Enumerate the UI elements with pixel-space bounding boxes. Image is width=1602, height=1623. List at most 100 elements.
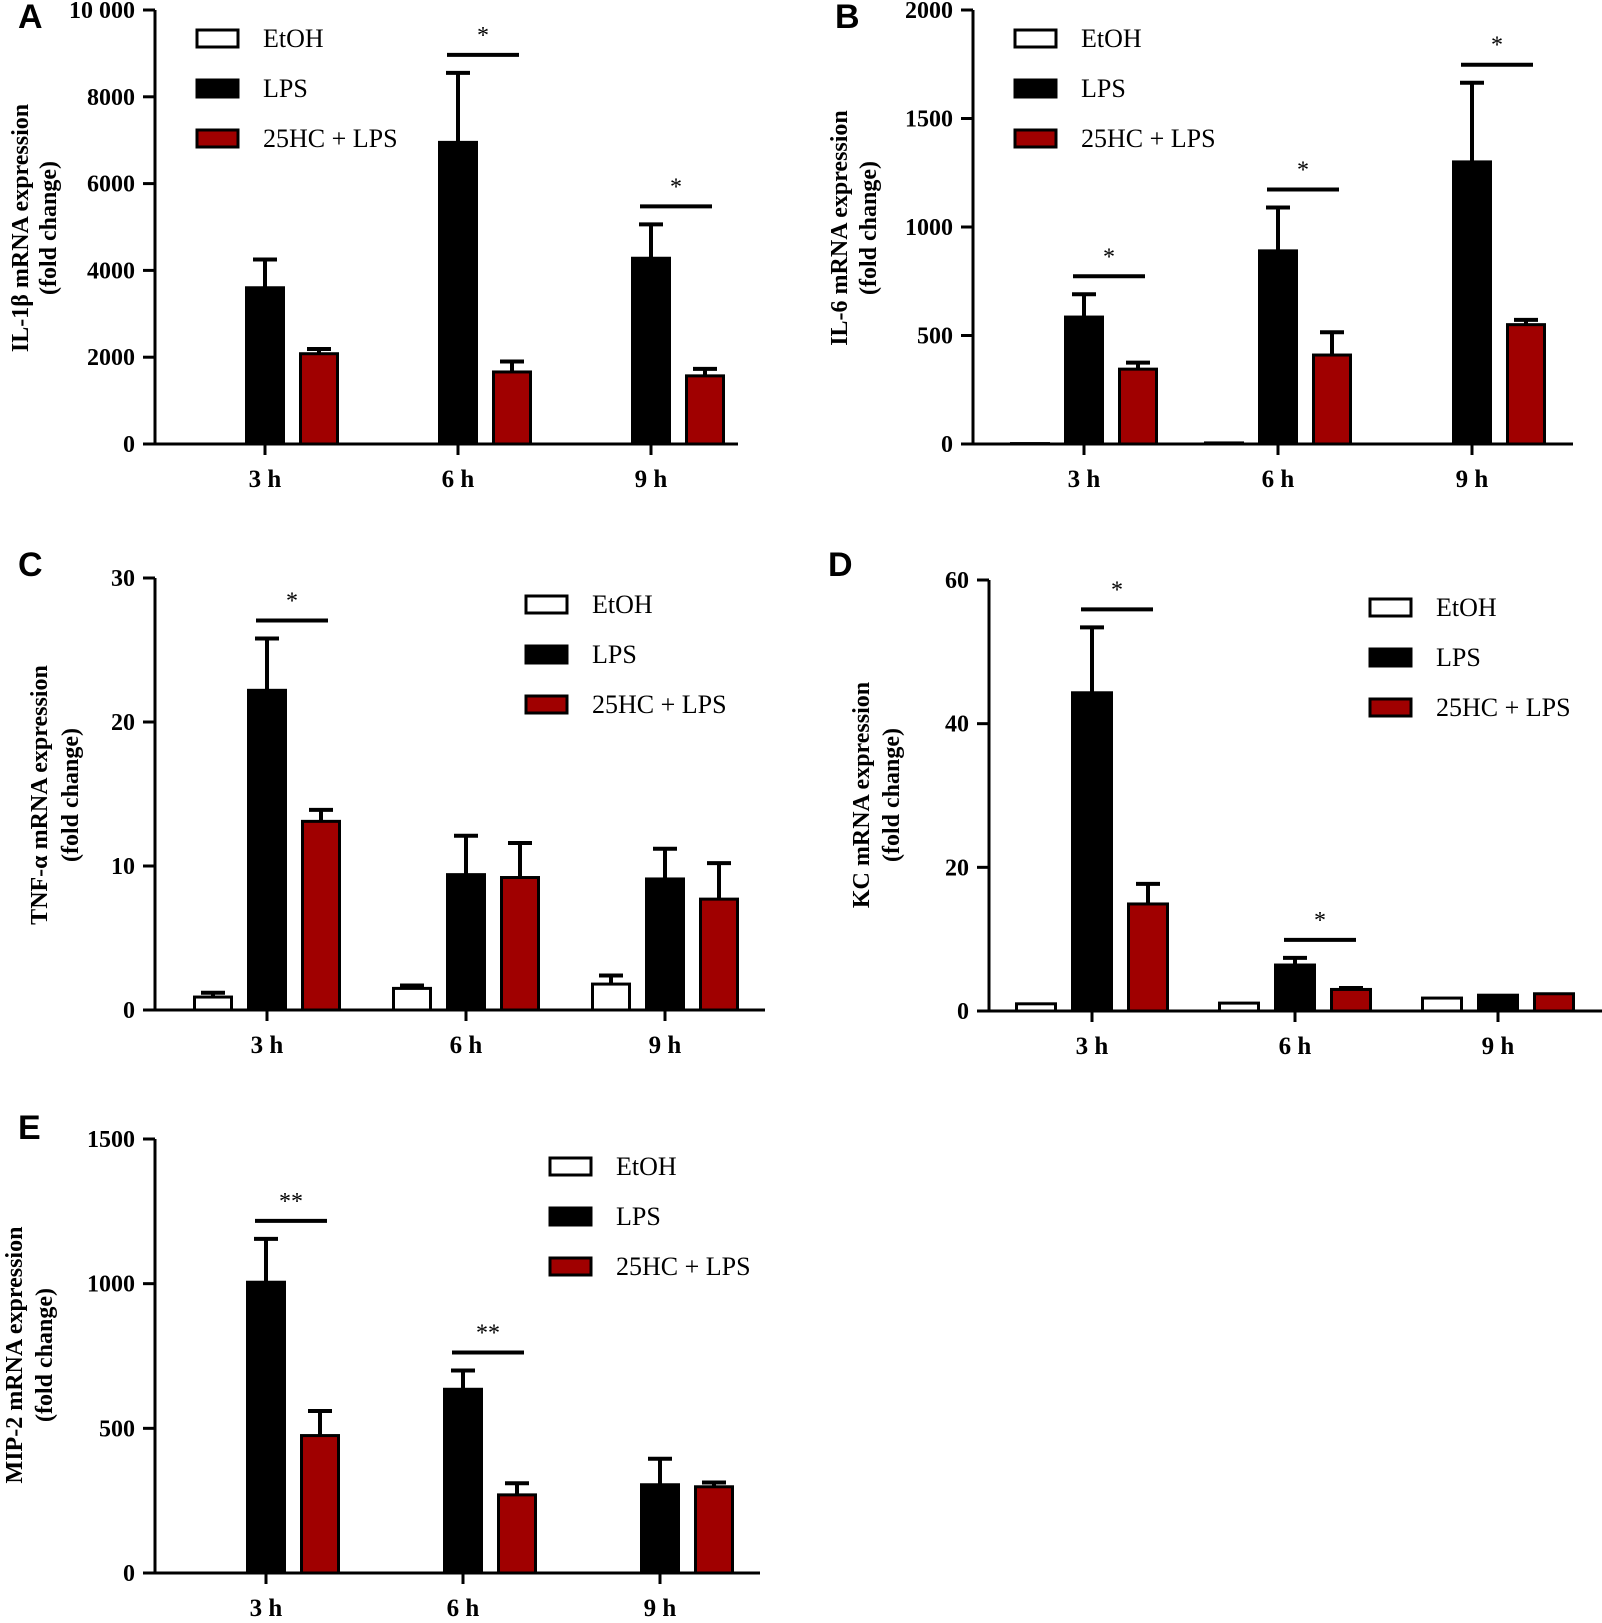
bar-25hc-lps-6-h	[492, 370, 532, 446]
x-tick-label: 6 h	[1262, 466, 1295, 493]
bar-etoh-6-h	[392, 986, 432, 1012]
legend-label-lps: LPS	[1081, 74, 1126, 103]
significance-label: *	[477, 23, 489, 49]
panel-letter: C	[18, 546, 43, 584]
legend-label-etoh: EtOH	[1436, 593, 1497, 622]
bar-lps-6-h	[446, 873, 486, 1012]
bar-25hc-lps-9-h	[1506, 323, 1546, 446]
bar-25hc-lps-9-h	[685, 374, 725, 446]
bar-25hc-lps-9-h	[694, 1485, 734, 1575]
x-tick-label: 9 h	[649, 1032, 682, 1059]
bar-lps-9-h	[1452, 160, 1492, 446]
y-tick-label: 0	[941, 432, 953, 458]
panel-a: A 0 2000 4000 6000 8000 10 000 3 h 6 h 9 h * * IL-1β…	[8, 0, 738, 493]
y-tick-label: 500	[99, 1416, 135, 1442]
bar-25hc-lps-6-h	[1312, 353, 1352, 446]
significance-label: *	[1103, 244, 1115, 270]
x-tick-label: 3 h	[1068, 466, 1101, 493]
bar-lps-9-h	[1477, 993, 1519, 1013]
legend-swatch-25hc-lps	[524, 694, 569, 715]
y-tick-label: 20	[945, 855, 969, 881]
x-tick-label: 3 h	[250, 1595, 283, 1622]
bar-lps-6-h	[1274, 963, 1316, 1013]
bar-25hc-lps-9-h	[699, 897, 739, 1012]
panel-letter: D	[828, 546, 853, 584]
significance-label: *	[1297, 157, 1309, 183]
legend-label-25hc-lps: 25HC + LPS	[1436, 693, 1571, 722]
y-tick-label: 1500	[87, 1127, 135, 1153]
bar-25hc-lps-3-h	[301, 819, 341, 1012]
legend-swatch-25hc-lps	[1013, 128, 1058, 149]
y-tick-label: 1000	[905, 215, 953, 241]
bar-25hc-lps-3-h	[300, 1434, 340, 1575]
bar-etoh-3-h	[193, 995, 233, 1012]
bar-25hc-lps-6-h	[500, 876, 540, 1012]
legend-swatch-etoh	[1368, 597, 1413, 618]
bar-25hc-lps-9-h	[1533, 992, 1575, 1013]
y-axis-title: (fold change)	[32, 1288, 58, 1422]
panel-c: C 0 10 20 30 3 h 6 h 9 h * TNF-α mRNA expression(…	[18, 546, 765, 1059]
x-tick-label: 6 h	[447, 1595, 480, 1622]
legend-label-etoh: EtOH	[1081, 24, 1142, 53]
y-tick-label: 0	[957, 999, 969, 1025]
panel-letter: B	[835, 0, 860, 36]
x-tick-label: 6 h	[1279, 1033, 1312, 1060]
legend-label-lps: LPS	[1436, 643, 1481, 672]
bar-25hc-lps-3-h	[299, 352, 339, 446]
y-axis-title: MIP-2 mRNA expression	[2, 1227, 28, 1484]
legend-label-etoh: EtOH	[263, 24, 324, 53]
legend-label-25hc-lps: 25HC + LPS	[1081, 124, 1216, 153]
legend-swatch-25hc-lps	[548, 1256, 593, 1277]
y-tick-label: 6000	[87, 172, 135, 198]
significance-label: *	[1491, 33, 1503, 59]
legend-label-etoh: EtOH	[616, 1152, 677, 1181]
x-tick-label: 3 h	[1076, 1033, 1109, 1060]
y-tick-label: 1000	[87, 1272, 135, 1298]
panel-d: D 0 20 40 60 3 h 6 h 9 h * * KC mRNA expression (fo…	[828, 546, 1602, 1060]
y-tick-label: 8000	[87, 85, 135, 111]
legend-label-25hc-lps: 25HC + LPS	[592, 690, 727, 719]
y-tick-label: 10 000	[69, 0, 135, 24]
x-tick-label: 6 h	[442, 466, 475, 493]
legend-swatch-etoh	[524, 594, 569, 615]
y-tick-label: 500	[917, 324, 953, 350]
legend-label-25hc-lps: 25HC + LPS	[616, 1252, 751, 1281]
bar-25hc-lps-6-h	[497, 1493, 537, 1575]
y-tick-label: 4000	[87, 258, 135, 284]
y-axis-title: (fold change)	[856, 161, 882, 295]
bar-lps-6-h	[438, 140, 478, 446]
bar-lps-3-h	[245, 286, 285, 446]
significance-label: *	[670, 174, 682, 200]
bar-25hc-lps-3-h	[1127, 902, 1169, 1013]
significance-label: **	[279, 1189, 303, 1215]
y-axis-title: (fold change)	[58, 728, 84, 862]
bar-lps-3-h	[247, 688, 287, 1012]
bar-25hc-lps-3-h	[1118, 367, 1158, 446]
y-tick-label: 60	[945, 568, 969, 594]
panel-e: E 0 500 1000 1500 3 h 6 h 9 h ** ** MIP-2 mRNA exp…	[2, 1109, 760, 1622]
y-tick-label: 30	[111, 566, 135, 592]
y-tick-label: 20	[111, 710, 135, 736]
legend-swatch-lps	[1013, 78, 1058, 99]
x-tick-label: 3 h	[251, 1032, 284, 1059]
x-tick-label: 6 h	[450, 1032, 483, 1059]
legend-swatch-lps	[524, 644, 569, 665]
significance-label: *	[1314, 908, 1326, 934]
bar-etoh-3-h	[1015, 1002, 1057, 1013]
bar-lps-3-h	[1071, 691, 1113, 1013]
x-tick-label: 9 h	[1482, 1033, 1515, 1060]
y-axis-title: (fold change)	[36, 161, 62, 295]
bar-lps-6-h	[1258, 249, 1298, 446]
bar-lps-9-h	[640, 1483, 680, 1575]
x-tick-label: 9 h	[644, 1595, 677, 1622]
legend-label-lps: LPS	[616, 1202, 661, 1231]
legend-swatch-25hc-lps	[1368, 697, 1413, 718]
y-tick-label: 0	[123, 998, 135, 1024]
bar-etoh-9-h	[1421, 996, 1463, 1013]
bar-etoh-6-h	[1218, 1001, 1260, 1013]
x-tick-label: 9 h	[635, 466, 668, 493]
y-tick-label: 2000	[87, 345, 135, 371]
legend-label-etoh: EtOH	[592, 590, 653, 619]
y-axis-title: IL-6 mRNA expression	[827, 110, 853, 346]
bar-lps-3-h	[246, 1280, 286, 1575]
